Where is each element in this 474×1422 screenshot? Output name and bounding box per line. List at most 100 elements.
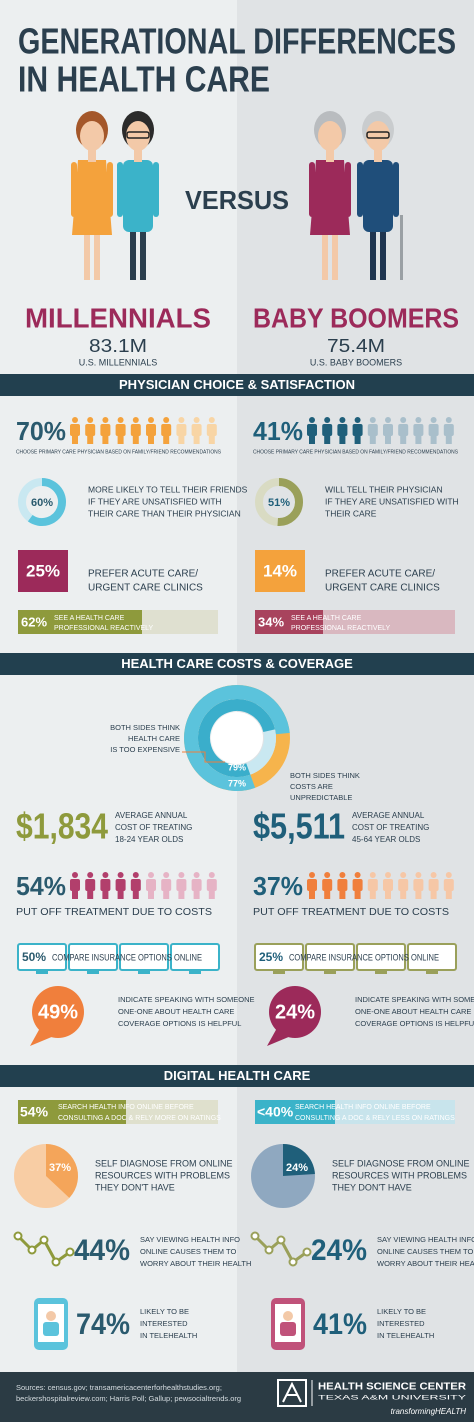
person-icon-legs — [208, 435, 215, 444]
monitor-stand — [87, 970, 99, 974]
section-bar — [0, 653, 474, 675]
person-icon-head — [369, 872, 376, 878]
connector — [182, 751, 225, 763]
person-icon-legs — [354, 890, 361, 899]
stat-caption: PREFER ACUTE CARE/ — [88, 569, 198, 580]
person-icon-body — [191, 424, 202, 436]
person-icon-head — [324, 872, 331, 878]
stat-value: 74% — [76, 1308, 130, 1341]
box-value: 25% — [26, 561, 60, 580]
person-icon-legs — [132, 890, 139, 899]
person-icon-body — [70, 879, 80, 891]
dress — [72, 160, 112, 235]
person-icon-body — [191, 879, 202, 891]
org-name: HEALTH SCIENCE CENTER — [318, 1382, 467, 1393]
person-icon-body — [146, 424, 156, 436]
population-label: U.S. MILLENNIALS — [79, 357, 158, 367]
section-title: HEALTH CARE COSTS & COVERAGE — [121, 656, 353, 671]
stat-value: 41% — [253, 416, 303, 446]
bubble-value: 24% — [275, 1001, 315, 1023]
person-icon-body — [146, 879, 156, 891]
section-title: PHYSICIAN CHOICE & SATISFACTION — [119, 377, 355, 392]
bar-caption: SEARCH HEALTH INFO ONLINE BEFORE — [58, 1104, 194, 1111]
speech-tail — [30, 1028, 54, 1046]
person-icon-head — [385, 417, 391, 423]
donut-caption: HEALTH CARE — [128, 734, 180, 743]
person-icon-legs — [309, 435, 315, 444]
person-icon-head — [132, 417, 139, 423]
trend-dot — [39, 1235, 49, 1245]
person-icon-head — [208, 872, 215, 878]
right-background — [237, 0, 474, 1372]
person-icon-body — [443, 424, 454, 436]
person-icon-body — [322, 879, 333, 891]
stat-caption: IF THEY ARE UNSATISFIED WITH — [88, 496, 222, 506]
person-icon-legs — [178, 435, 185, 444]
stat-caption: 18-24 YEAR OLDS — [115, 835, 183, 844]
stat-caption: AVERAGE ANNUAL — [352, 811, 425, 820]
stat-caption: SELF DIAGNOSE FROM ONLINE — [95, 1158, 233, 1168]
glasses — [126, 131, 150, 139]
left-background — [0, 0, 237, 1372]
person-icon-head — [445, 417, 452, 423]
bar-caption: CONSULTING A DOC & RELY LESS ON RATINGS — [295, 1115, 455, 1122]
stat-caption: THEY DON'T HAVE — [332, 1182, 412, 1192]
monitor-stand — [273, 970, 285, 974]
stat-caption: INDICATE SPEAKING WITH SOMEONE — [355, 995, 474, 1004]
person-icon-legs — [339, 435, 346, 444]
bar-fill — [255, 1100, 335, 1124]
person-illustration — [71, 111, 113, 280]
person-icon-head — [430, 417, 437, 423]
person-illustration — [357, 111, 399, 280]
trend-dot — [288, 1257, 298, 1267]
face — [318, 121, 342, 151]
person-icon-body — [367, 879, 378, 891]
title: GENERATIONAL DIFFERENCES — [18, 21, 456, 62]
person-icon-legs — [163, 435, 170, 444]
population: 75.4M — [327, 336, 385, 356]
stat-caption: CHOOSE PRIMARY CARE PHYSICIAN BASED ON F… — [16, 449, 221, 455]
person-icon-head — [415, 417, 422, 423]
person-icon-body — [130, 879, 141, 891]
person-icon-head — [415, 872, 422, 878]
stat-caption: THEIR CARE THAN THEIR PHYSICIAN — [88, 508, 241, 518]
person-icon-legs — [430, 890, 437, 899]
person-icon-legs — [87, 890, 94, 899]
stat-caption: THEIR CARE — [325, 508, 377, 518]
monitor-stand — [375, 970, 387, 974]
person-icon-head — [193, 872, 200, 878]
stat-caption: CHOOSE PRIMARY CARE PHYSICIAN BASED ON F… — [253, 449, 458, 455]
ring-value: 51% — [268, 497, 290, 509]
person-icon-legs — [193, 890, 200, 899]
arm — [107, 162, 113, 217]
person-icon-legs — [385, 890, 391, 899]
monitor-value: 50% — [22, 950, 46, 964]
speech-tail — [267, 1028, 291, 1046]
person-icon-head — [117, 417, 124, 423]
person-icon-body — [352, 879, 363, 891]
trend-dot — [65, 1247, 75, 1257]
person-icon-head — [354, 872, 361, 878]
person-icon-body — [206, 424, 217, 436]
stat-caption: SAY VIEWING HEALTH INFO — [377, 1235, 474, 1244]
bar-caption: PROFESSIONAL REACTIVELY — [54, 625, 154, 632]
person-icon-legs — [163, 890, 170, 899]
person-icon-legs — [208, 890, 215, 899]
leg — [94, 225, 100, 280]
ring-value: 60% — [31, 497, 53, 509]
stat-caption: ONE-ONE ABOUT HEALTH CARE — [118, 1007, 234, 1016]
person-icon-legs — [324, 435, 331, 444]
stat-caption: ONLINE CAUSES THEM TO — [140, 1247, 236, 1256]
person-icon-body — [413, 879, 424, 891]
person-icon-body — [85, 424, 96, 436]
speech-bubble — [32, 986, 84, 1038]
person-icon-legs — [87, 435, 94, 444]
arm — [357, 162, 363, 217]
person-icon-legs — [430, 435, 437, 444]
person-icon-head — [339, 417, 346, 423]
person-icon-head — [102, 872, 109, 878]
person-icon-body — [367, 424, 378, 436]
torso — [363, 160, 393, 232]
person-icon-legs — [72, 890, 78, 899]
